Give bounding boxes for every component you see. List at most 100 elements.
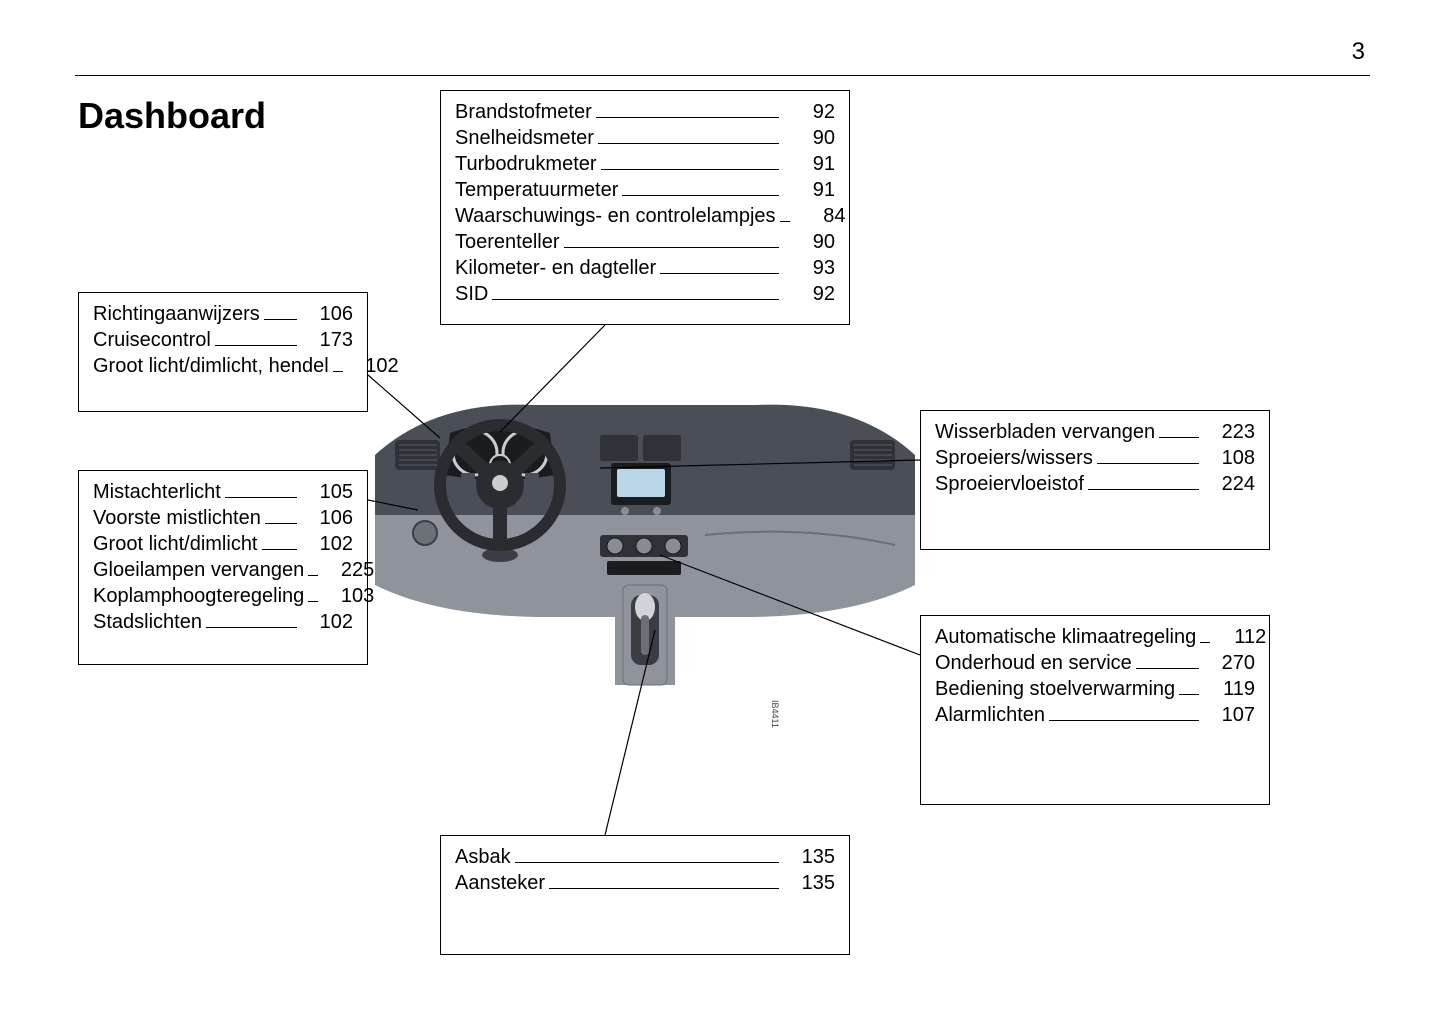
callout-page: 224 bbox=[1205, 471, 1255, 497]
callout-page: 102 bbox=[349, 353, 399, 379]
leader-line bbox=[1159, 420, 1199, 438]
callout-page: 103 bbox=[324, 583, 374, 609]
callout-page: 91 bbox=[785, 151, 835, 177]
callout-page: 91 bbox=[785, 177, 835, 203]
callout-label: Wisserbladen vervangen bbox=[935, 419, 1155, 445]
callout-label: Brandstofmeter bbox=[455, 99, 592, 125]
callout-box-bottom-right: Automatische klimaatregeling112Onderhoud… bbox=[920, 615, 1270, 805]
leader-line bbox=[333, 354, 343, 372]
top-rule bbox=[75, 75, 1370, 76]
callout-label: Sproeiers/wissers bbox=[935, 445, 1093, 471]
callout-row: Snelheidsmeter 90 bbox=[455, 125, 835, 151]
leader-line bbox=[780, 204, 790, 222]
page-number: 3 bbox=[1352, 38, 1365, 66]
callout-box-top-left: Richtingaanwijzers 106 Cruisecontrol 173Gro… bbox=[78, 292, 368, 412]
callout-label: SID bbox=[455, 281, 488, 307]
callout-row: Turbodrukmeter 91 bbox=[455, 151, 835, 177]
callout-page: 102 bbox=[303, 609, 353, 635]
callout-page: 108 bbox=[1205, 445, 1255, 471]
leader-line bbox=[549, 871, 779, 889]
callout-label: Stadslichten bbox=[93, 609, 202, 635]
leader-line bbox=[492, 282, 779, 300]
callout-page: 84 bbox=[796, 203, 846, 229]
callout-label: Turbodrukmeter bbox=[455, 151, 597, 177]
callout-page: 90 bbox=[785, 125, 835, 151]
callout-label: Onderhoud en service bbox=[935, 650, 1132, 676]
callout-row: Onderhoud en service270 bbox=[935, 650, 1255, 676]
callout-row: Alarmlichten 107 bbox=[935, 702, 1255, 728]
leader-line bbox=[206, 610, 297, 628]
callout-label: Snelheidsmeter bbox=[455, 125, 594, 151]
callout-row: Groot licht/dimlicht, hendel102 bbox=[93, 353, 353, 379]
leader-line bbox=[515, 845, 779, 863]
leader-line bbox=[265, 506, 297, 524]
leader-line bbox=[225, 480, 297, 498]
leader-line bbox=[596, 100, 779, 118]
callout-label: Gloeilampen vervangen bbox=[93, 557, 304, 583]
leader-line bbox=[598, 126, 779, 144]
leader-line bbox=[262, 532, 298, 550]
leader-line bbox=[660, 256, 779, 274]
callout-label: Asbak bbox=[455, 844, 511, 870]
callout-page: 106 bbox=[303, 301, 353, 327]
leader-line bbox=[264, 302, 297, 320]
callout-row: Sproeiers/wissers 108 bbox=[935, 445, 1255, 471]
callout-page: 92 bbox=[785, 281, 835, 307]
callout-row: Gloeilampen vervangen225 bbox=[93, 557, 353, 583]
leader-line bbox=[308, 584, 318, 602]
leader-line bbox=[564, 230, 779, 248]
dashboard-illustration bbox=[375, 385, 915, 705]
callout-row: Richtingaanwijzers 106 bbox=[93, 301, 353, 327]
page-title: Dashboard bbox=[78, 95, 266, 137]
callout-label: Sproeiervloeistof bbox=[935, 471, 1084, 497]
callout-box-bottom-center: Asbak 135Aansteker135 bbox=[440, 835, 850, 955]
leader-line bbox=[1097, 446, 1199, 464]
callout-page: 173 bbox=[303, 327, 353, 353]
callout-row: Bediening stoelverwarming 119 bbox=[935, 676, 1255, 702]
callout-page: 106 bbox=[303, 505, 353, 531]
callout-row: Groot licht/dimlicht102 bbox=[93, 531, 353, 557]
leader-line bbox=[1088, 472, 1199, 490]
leader-line bbox=[601, 152, 779, 170]
callout-row: Sproeiervloeistof 224 bbox=[935, 471, 1255, 497]
callout-page: 102 bbox=[303, 531, 353, 557]
callout-row: Brandstofmeter 92 bbox=[455, 99, 835, 125]
callout-box-mid-left: Mistachterlicht 105Voorste mistlichten106… bbox=[78, 470, 368, 665]
callout-page: 223 bbox=[1205, 419, 1255, 445]
callout-label: Kilometer- en dagteller bbox=[455, 255, 656, 281]
callout-label: Cruisecontrol bbox=[93, 327, 211, 353]
callout-label: Groot licht/dimlicht, hendel bbox=[93, 353, 329, 379]
callout-label: Bediening stoelverwarming bbox=[935, 676, 1175, 702]
callout-box-top-center: Brandstofmeter92Snelheidsmeter90Turbodru… bbox=[440, 90, 850, 325]
callout-label: Koplamphoogteregeling bbox=[93, 583, 304, 609]
callout-label: Temperatuurmeter bbox=[455, 177, 618, 203]
callout-label: Alarmlichten bbox=[935, 702, 1045, 728]
callout-page: 92 bbox=[785, 99, 835, 125]
callout-row: Automatische klimaatregeling112 bbox=[935, 624, 1255, 650]
callout-page: 135 bbox=[785, 870, 835, 896]
callout-page: 119 bbox=[1205, 676, 1255, 702]
callout-row: Stadslichten 102 bbox=[93, 609, 353, 635]
leader-line bbox=[1200, 625, 1210, 643]
callout-page: 93 bbox=[785, 255, 835, 281]
callout-row: Aansteker135 bbox=[455, 870, 835, 896]
callout-row: Koplamphoogteregeling103 bbox=[93, 583, 353, 609]
callout-page: 90 bbox=[785, 229, 835, 255]
callout-label: Richtingaanwijzers bbox=[93, 301, 260, 327]
callout-page: 135 bbox=[785, 844, 835, 870]
callout-label: Mistachterlicht bbox=[93, 479, 221, 505]
illustration-id: IB4411 bbox=[770, 700, 780, 728]
callout-row: Voorste mistlichten106 bbox=[93, 505, 353, 531]
callout-row: Temperatuurmeter 91 bbox=[455, 177, 835, 203]
leader-line bbox=[308, 558, 318, 576]
leader-line bbox=[1049, 703, 1199, 721]
leader-line bbox=[1179, 677, 1199, 695]
callout-row: Mistachterlicht 105 bbox=[93, 479, 353, 505]
callout-row: Toerenteller90 bbox=[455, 229, 835, 255]
callout-page: 107 bbox=[1205, 702, 1255, 728]
callout-page: 225 bbox=[324, 557, 374, 583]
callout-row: Kilometer- en dagteller 93 bbox=[455, 255, 835, 281]
leader-line bbox=[215, 328, 297, 346]
callout-page: 105 bbox=[303, 479, 353, 505]
callout-row: Waarschuwings- en controlelampjes84 bbox=[455, 203, 835, 229]
